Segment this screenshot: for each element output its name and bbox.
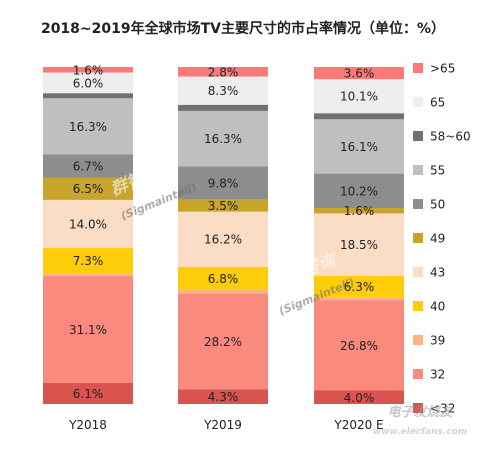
data-label: 2.8%: [208, 65, 239, 79]
x-tick-label: Y2018: [68, 418, 107, 432]
bar-segment-39-2: [178, 289, 268, 294]
bar-segment-5860-3: [314, 113, 404, 120]
data-label: 6.3%: [344, 280, 375, 294]
data-label: 18.5%: [340, 238, 378, 252]
bar-segment-39-3: [314, 297, 404, 301]
bar-segment-39-1: [43, 273, 133, 276]
data-label: 16.1%: [340, 140, 378, 154]
data-label: 6.1%: [73, 387, 104, 401]
legend-swatch: [413, 369, 423, 379]
data-label: 6.8%: [208, 272, 239, 286]
bar-segment-65-2: [178, 67, 268, 77]
bar-segment-50-2: [178, 166, 268, 200]
bar-segment-43-2: [178, 211, 268, 267]
data-label: 1.6%: [344, 204, 375, 218]
bar-segment-32-2: [178, 389, 268, 404]
legend: >65 65 58~60 55 50 49 43 40 39 32 <32: [413, 62, 471, 416]
data-labels-layer: 6.1%31.1%7.3%14.0%6.5%6.7%16.3%6.0%1.6%4…: [69, 63, 378, 405]
legend-label: 43: [430, 266, 445, 280]
bar-segment-32-3: [314, 390, 404, 404]
legend-swatch: [413, 97, 423, 107]
watermark-site-en: www.elecfans.com: [373, 427, 467, 437]
bar-segment-55-3: [314, 119, 404, 174]
legend-swatch: [413, 267, 423, 277]
data-label: 14.0%: [69, 217, 107, 231]
legend-swatch: [413, 403, 423, 413]
data-label: 1.6%: [73, 63, 104, 77]
x-tick-label: Y2019: [203, 418, 242, 432]
legend-label: 49: [430, 232, 445, 246]
data-label: 31.1%: [69, 323, 107, 337]
data-label: 16.3%: [69, 120, 107, 134]
bar-segment-5860-2: [178, 104, 268, 111]
bar-segment-43-3: [314, 213, 404, 276]
legend-swatch: [413, 335, 423, 345]
bar-segment-40-2: [178, 266, 268, 290]
legend-label: 50: [430, 198, 445, 212]
data-label: 3.6%: [344, 67, 375, 81]
data-label: 28.2%: [204, 335, 242, 349]
bar-segment-32-3: [314, 300, 404, 391]
data-label: 4.3%: [208, 390, 239, 404]
legend-swatch: [413, 233, 423, 243]
bar-segment-50-3: [314, 173, 404, 209]
bar-segment-65-2: [178, 76, 268, 105]
legend-swatch: [413, 301, 423, 311]
legend-label: 40: [430, 300, 445, 314]
legend-label: >65: [430, 62, 455, 76]
bars-layer: [43, 67, 404, 404]
data-label: 26.8%: [340, 339, 378, 353]
data-label: 6.5%: [73, 182, 104, 196]
chart-title: 2018~2019年全球市场TV主要尺寸的市占率情况（单位：%）: [40, 21, 446, 37]
data-label: 4.0%: [344, 391, 375, 405]
data-label: 16.3%: [204, 132, 242, 146]
legend-label: <32: [430, 402, 455, 416]
bar-segment-50-1: [43, 154, 133, 178]
x-tick-label: Y2020 E: [333, 418, 383, 432]
bar-segment-65-1: [43, 67, 133, 73]
bar-segment-32-1: [43, 383, 133, 404]
data-label: 8.3%: [208, 84, 239, 98]
legend-label: 65: [430, 96, 445, 110]
bar-segment-65-3: [314, 79, 404, 114]
legend-label: 55: [430, 164, 445, 178]
bar-segment-49-2: [178, 199, 268, 212]
bar-segment-55-1: [43, 98, 133, 155]
bar-segment-43-1: [43, 199, 133, 249]
bar-segment-65-3: [314, 67, 404, 80]
data-label: 10.1%: [340, 90, 378, 104]
legend-swatch: [413, 63, 423, 73]
bar-segment-65-1: [43, 72, 133, 94]
bar-segment-32-2: [178, 293, 268, 390]
data-label: 10.2%: [340, 184, 378, 198]
legend-swatch: [413, 165, 423, 175]
legend-label: 39: [430, 334, 445, 348]
bar-segment-55-2: [178, 110, 268, 167]
legend-label: 58~60: [430, 130, 471, 144]
legend-swatch: [413, 199, 423, 209]
watermark-site-cn: 电子发烧友: [387, 404, 454, 420]
data-label: 6.0%: [73, 76, 104, 90]
data-label: 16.2%: [204, 233, 242, 247]
bar-segment-49-3: [314, 208, 404, 214]
bar-segment-49-1: [43, 177, 133, 200]
data-label: 9.8%: [208, 177, 239, 191]
bar-segment-40-1: [43, 248, 133, 274]
bar-segment-40-3: [314, 275, 404, 298]
watermarks-layer: 群智咨询(Sigmaintell)群智咨询(Sigmaintell)电子发烧友w…: [108, 155, 467, 437]
legend-swatch: [413, 131, 423, 141]
data-label: 7.3%: [73, 254, 104, 268]
data-label: 6.7%: [73, 159, 104, 173]
data-label: 3.5%: [208, 199, 239, 213]
bar-segment-5860-1: [43, 93, 133, 99]
x-axis-labels: Y2018 Y2019 Y2020 E: [68, 418, 384, 432]
legend-label: 32: [430, 368, 445, 382]
bar-segment-32-1: [43, 275, 133, 384]
